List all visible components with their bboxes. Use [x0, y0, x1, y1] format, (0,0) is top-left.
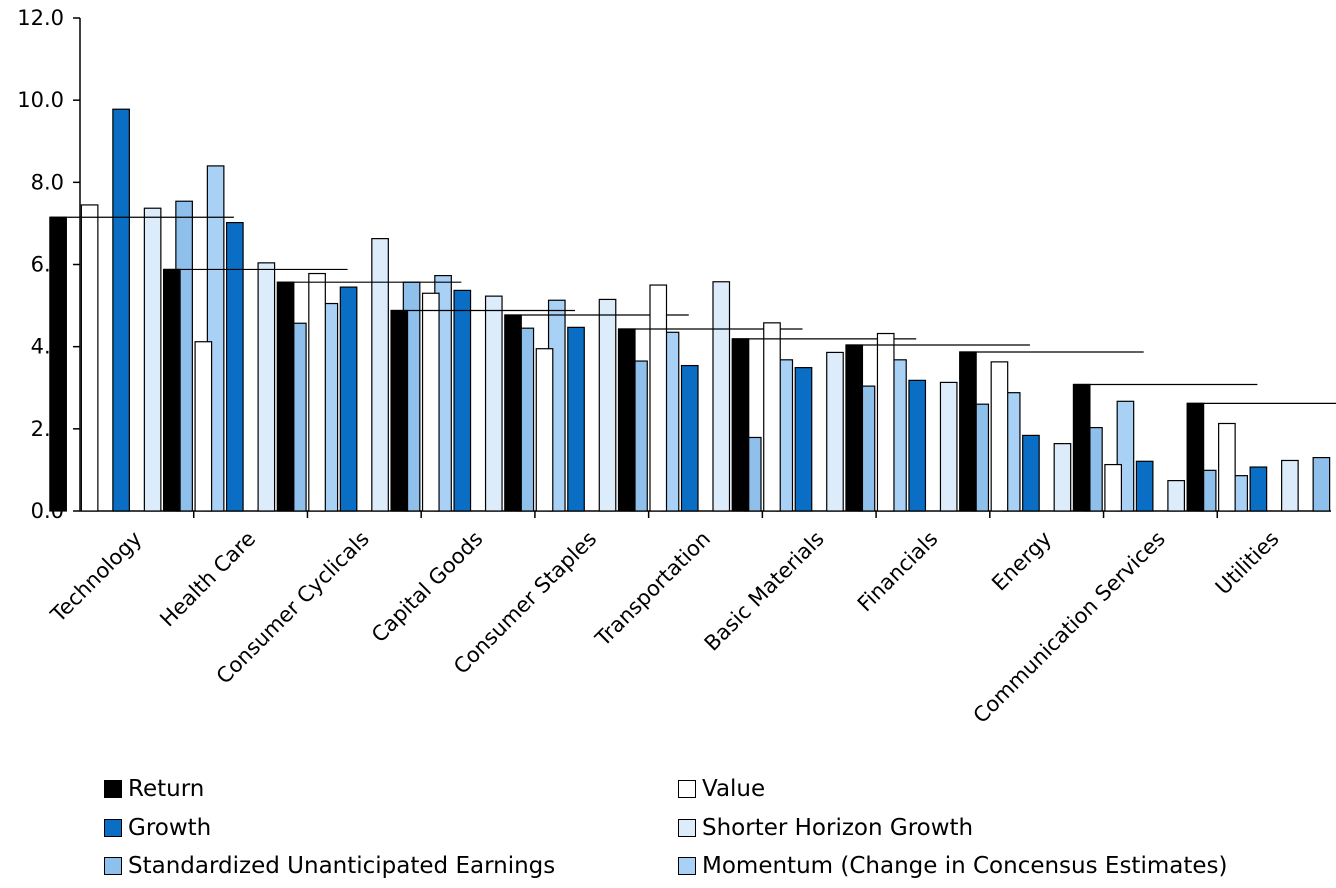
bar: [339, 286, 358, 512]
bar: [49, 216, 67, 512]
x-tick-label: Basic Materials: [700, 527, 829, 656]
bar: [276, 281, 295, 512]
bar: [421, 292, 440, 512]
bar: [1249, 466, 1268, 512]
y-tick-label: 10.0: [17, 88, 64, 112]
bar: [162, 268, 181, 512]
bar: [535, 348, 554, 512]
bar: [1104, 463, 1123, 512]
bar: [257, 262, 276, 512]
bar: [712, 281, 731, 512]
bar: [1135, 460, 1154, 512]
x-tick-label: Financials: [853, 527, 943, 617]
bar: [80, 204, 99, 512]
bar: [484, 295, 503, 512]
bar: [143, 207, 162, 512]
bar: [939, 381, 958, 512]
bar: [649, 284, 668, 512]
bar: [1312, 456, 1331, 512]
bar: [908, 379, 927, 512]
bar: [194, 341, 213, 512]
x-tick-label: Capital Goods: [367, 527, 488, 648]
bar: [225, 221, 244, 512]
bar: [1072, 383, 1091, 512]
bar: [308, 272, 326, 512]
bar: [1167, 479, 1186, 512]
bar: [112, 108, 130, 512]
bar: [1218, 422, 1236, 512]
bar: [990, 361, 1009, 512]
bar: [826, 351, 844, 512]
x-tick-label: Technology: [46, 527, 147, 628]
bar: [876, 332, 895, 512]
bar: [371, 238, 389, 512]
bar: [680, 364, 699, 512]
x-tick-label: Communication Services: [969, 527, 1170, 728]
bar: [1186, 402, 1205, 512]
bar: [453, 289, 472, 512]
bar: [794, 367, 813, 512]
bar: [567, 326, 585, 512]
bar: [1022, 434, 1040, 512]
x-tick-label: Utilities: [1211, 527, 1284, 600]
bar: [1281, 459, 1299, 512]
bar: [763, 322, 781, 512]
bar: [390, 309, 409, 512]
bar: [845, 344, 864, 512]
x-tick-label: Transportation: [590, 527, 715, 652]
bar: [959, 351, 977, 512]
x-tick-label: Energy: [987, 527, 1056, 596]
y-tick-label: 8.0: [31, 170, 64, 194]
bar: [504, 314, 522, 512]
bar: [617, 328, 636, 512]
y-tick-label: 12.0: [17, 6, 64, 30]
bar: [598, 298, 617, 512]
x-tick-label: Health Care: [155, 527, 260, 632]
bar: [1053, 443, 1072, 512]
bar: [731, 338, 750, 512]
